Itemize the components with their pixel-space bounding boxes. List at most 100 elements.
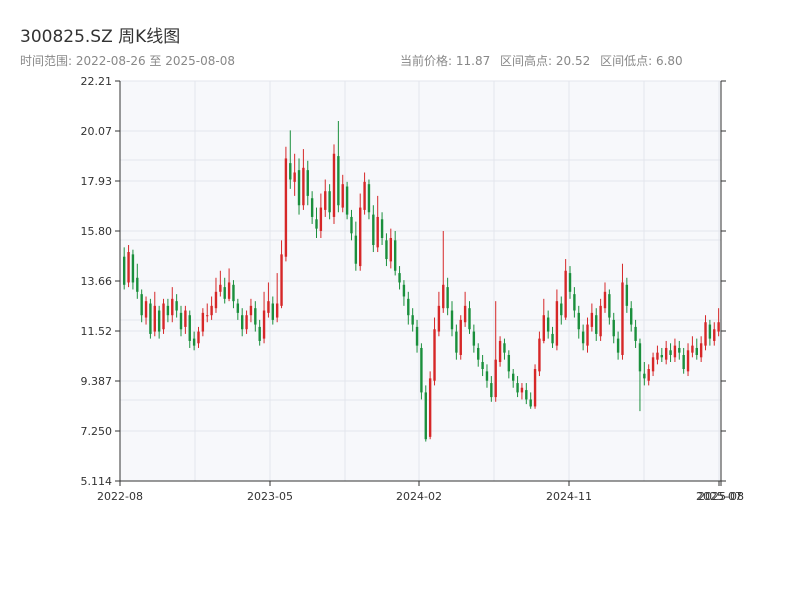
candle xyxy=(463,291,467,327)
candle xyxy=(140,289,143,323)
candle xyxy=(415,319,419,353)
candle-body xyxy=(254,308,257,325)
candle xyxy=(560,296,563,325)
candle-body xyxy=(564,270,567,318)
candle-body xyxy=(503,343,506,353)
candle-body xyxy=(520,387,524,393)
candle xyxy=(446,277,449,316)
candle-body xyxy=(420,347,423,393)
candle xyxy=(249,298,253,323)
x-tick-label: 2025-07 xyxy=(696,490,742,503)
candle-body xyxy=(332,153,336,217)
candle xyxy=(258,319,261,346)
candle xyxy=(625,277,629,313)
candle xyxy=(643,362,646,386)
candle xyxy=(350,209,353,241)
candle xyxy=(651,352,655,377)
candle-body xyxy=(459,319,462,355)
candle-body xyxy=(136,277,139,292)
candle-body xyxy=(297,170,301,206)
candle-body xyxy=(656,352,659,360)
candle xyxy=(573,287,576,318)
candle-body xyxy=(634,326,637,341)
candle xyxy=(647,364,650,386)
candle-body xyxy=(179,312,183,330)
candle xyxy=(302,149,305,210)
candle-body xyxy=(442,284,445,309)
candle xyxy=(669,343,672,363)
candle xyxy=(634,319,637,348)
date-range-label: 时间范围: 2022-08-26 至 2025-08-08 xyxy=(20,54,235,68)
candle xyxy=(616,331,620,360)
candle xyxy=(236,298,240,320)
candle xyxy=(262,291,266,344)
candle xyxy=(477,343,480,367)
candle-body xyxy=(686,350,690,372)
candle-body xyxy=(275,303,279,318)
candle-body xyxy=(428,378,432,437)
x-tick-label: 2024-02 xyxy=(396,490,442,503)
y-tick-label: 13.66 xyxy=(81,275,113,288)
candle xyxy=(678,340,681,360)
candle-body xyxy=(507,354,511,372)
candle xyxy=(289,130,292,189)
candle-body xyxy=(385,240,388,260)
candle xyxy=(245,310,248,334)
candle-body xyxy=(437,305,441,332)
candle-body xyxy=(341,184,344,208)
candle xyxy=(542,298,545,344)
candle xyxy=(411,308,414,332)
candle xyxy=(450,301,454,337)
candle xyxy=(442,230,445,313)
price-summary: 当前价格: 11.87 区间高点: 20.52 区间低点: 6.80 xyxy=(400,52,689,69)
candle xyxy=(568,266,572,299)
candle-body xyxy=(402,284,406,297)
candle xyxy=(315,207,318,238)
candle xyxy=(210,296,213,320)
candle xyxy=(385,233,388,267)
candle xyxy=(507,350,511,379)
candle-body xyxy=(704,322,707,346)
candle xyxy=(599,298,602,341)
candle-body xyxy=(603,291,607,309)
candle xyxy=(638,338,642,412)
candle xyxy=(345,181,349,220)
candle-body xyxy=(310,198,314,217)
candle xyxy=(630,301,633,332)
candle xyxy=(424,385,427,442)
candle xyxy=(297,158,301,215)
candle-body xyxy=(455,331,458,353)
candle xyxy=(459,315,462,360)
candle xyxy=(275,273,279,323)
candle-body xyxy=(568,273,572,292)
candle-body xyxy=(717,322,720,332)
candle-body xyxy=(411,315,414,325)
x-tick-label: 2023-05 xyxy=(247,490,293,503)
candle xyxy=(516,376,519,398)
candle-body xyxy=(302,167,305,206)
candle xyxy=(179,305,183,337)
candle xyxy=(586,317,589,353)
candle-body xyxy=(284,158,288,257)
candle xyxy=(171,287,174,323)
candle xyxy=(197,326,200,348)
candle xyxy=(595,308,598,341)
candle-body xyxy=(289,163,292,180)
candle xyxy=(708,319,712,346)
candle xyxy=(704,315,707,351)
candle xyxy=(433,317,436,386)
candle-body xyxy=(612,319,615,337)
y-tick-label: 11.52 xyxy=(81,325,113,338)
candle xyxy=(511,369,515,388)
candle-body xyxy=(625,284,629,306)
candle xyxy=(328,184,331,220)
candle xyxy=(472,324,476,353)
page-title: 300825.SZ 周K线图 xyxy=(20,27,181,47)
candle-body xyxy=(708,324,712,339)
range-high-label: 区间高点: 20.52 xyxy=(500,54,591,68)
candle xyxy=(332,144,336,224)
candle xyxy=(577,305,580,339)
candle-body xyxy=(511,373,515,381)
candle xyxy=(232,280,235,309)
candle xyxy=(267,282,270,318)
